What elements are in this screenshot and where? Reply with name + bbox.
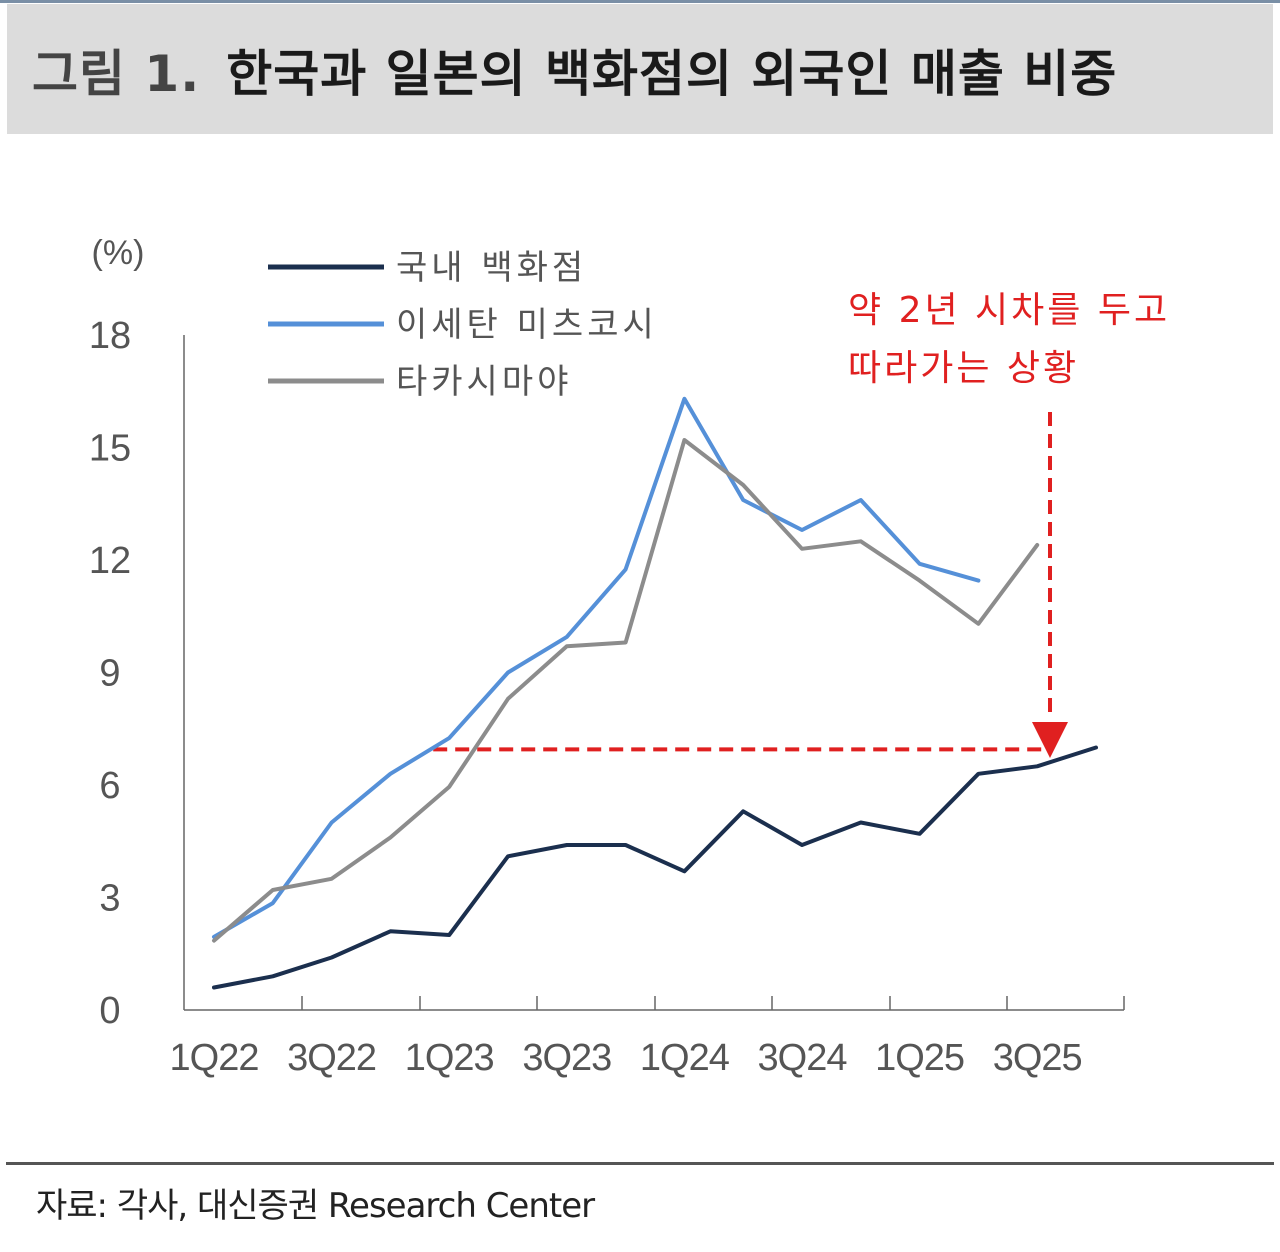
title-band bbox=[7, 4, 1273, 134]
y-tick-label: 9 bbox=[99, 653, 120, 695]
x-ticks: 1Q22 3Q22 1Q23 3Q23 1Q24 3Q24 1Q25 3Q25 bbox=[170, 996, 1125, 1079]
x-tick-label: 3Q22 bbox=[287, 1037, 376, 1079]
x-tick-label: 1Q23 bbox=[405, 1037, 494, 1079]
y-tick-label: 12 bbox=[89, 540, 131, 582]
y-tick-label: 6 bbox=[99, 765, 120, 807]
y-axis-label: (%) bbox=[92, 234, 145, 272]
figure-label: 그림 1. bbox=[32, 45, 201, 103]
series-lines bbox=[212, 396, 1098, 990]
top-border bbox=[0, 0, 1280, 3]
axes bbox=[183, 335, 1124, 1011]
x-tick-label: 3Q23 bbox=[522, 1037, 611, 1079]
y-tick-label: 0 bbox=[99, 990, 120, 1032]
x-tick-label: 3Q25 bbox=[993, 1037, 1082, 1079]
y-tick-labels: 0 3 6 9 12 15 18 bbox=[89, 315, 131, 1032]
x-tick-label: 3Q24 bbox=[758, 1037, 848, 1079]
source-note: 자료: 각사, 대신증권 Research Center bbox=[36, 1186, 595, 1226]
x-tick-label: 1Q24 bbox=[640, 1037, 730, 1079]
series-line-2 bbox=[212, 396, 981, 939]
y-tick-label: 15 bbox=[89, 428, 131, 470]
annotation-line-1: 약 2년 시차를 두고 bbox=[848, 290, 1170, 331]
y-tick-label: 18 bbox=[89, 315, 131, 357]
annotation-arrowhead bbox=[1032, 722, 1068, 758]
legend-label-3: 타카시마야 bbox=[396, 362, 572, 402]
y-tick-label: 3 bbox=[99, 878, 120, 920]
series-line-1 bbox=[212, 745, 1098, 990]
x-tick-label: 1Q22 bbox=[170, 1037, 259, 1079]
footer-divider bbox=[6, 1162, 1274, 1165]
x-tick-label: 1Q25 bbox=[875, 1037, 964, 1079]
figure-title-text: 한국과 일본의 백화점의 외국인 매출 비중 bbox=[226, 45, 1118, 103]
legend-label-2: 이세탄 미츠코시 bbox=[396, 305, 658, 345]
series-line-3 bbox=[212, 438, 1040, 943]
figure-title: 그림 1. 한국과 일본의 백화점의 외국인 매출 비중 bbox=[32, 34, 1117, 106]
annotation-line-2: 따라가는 상황 bbox=[848, 348, 1079, 389]
legend-label-1: 국내 백화점 bbox=[396, 248, 587, 288]
